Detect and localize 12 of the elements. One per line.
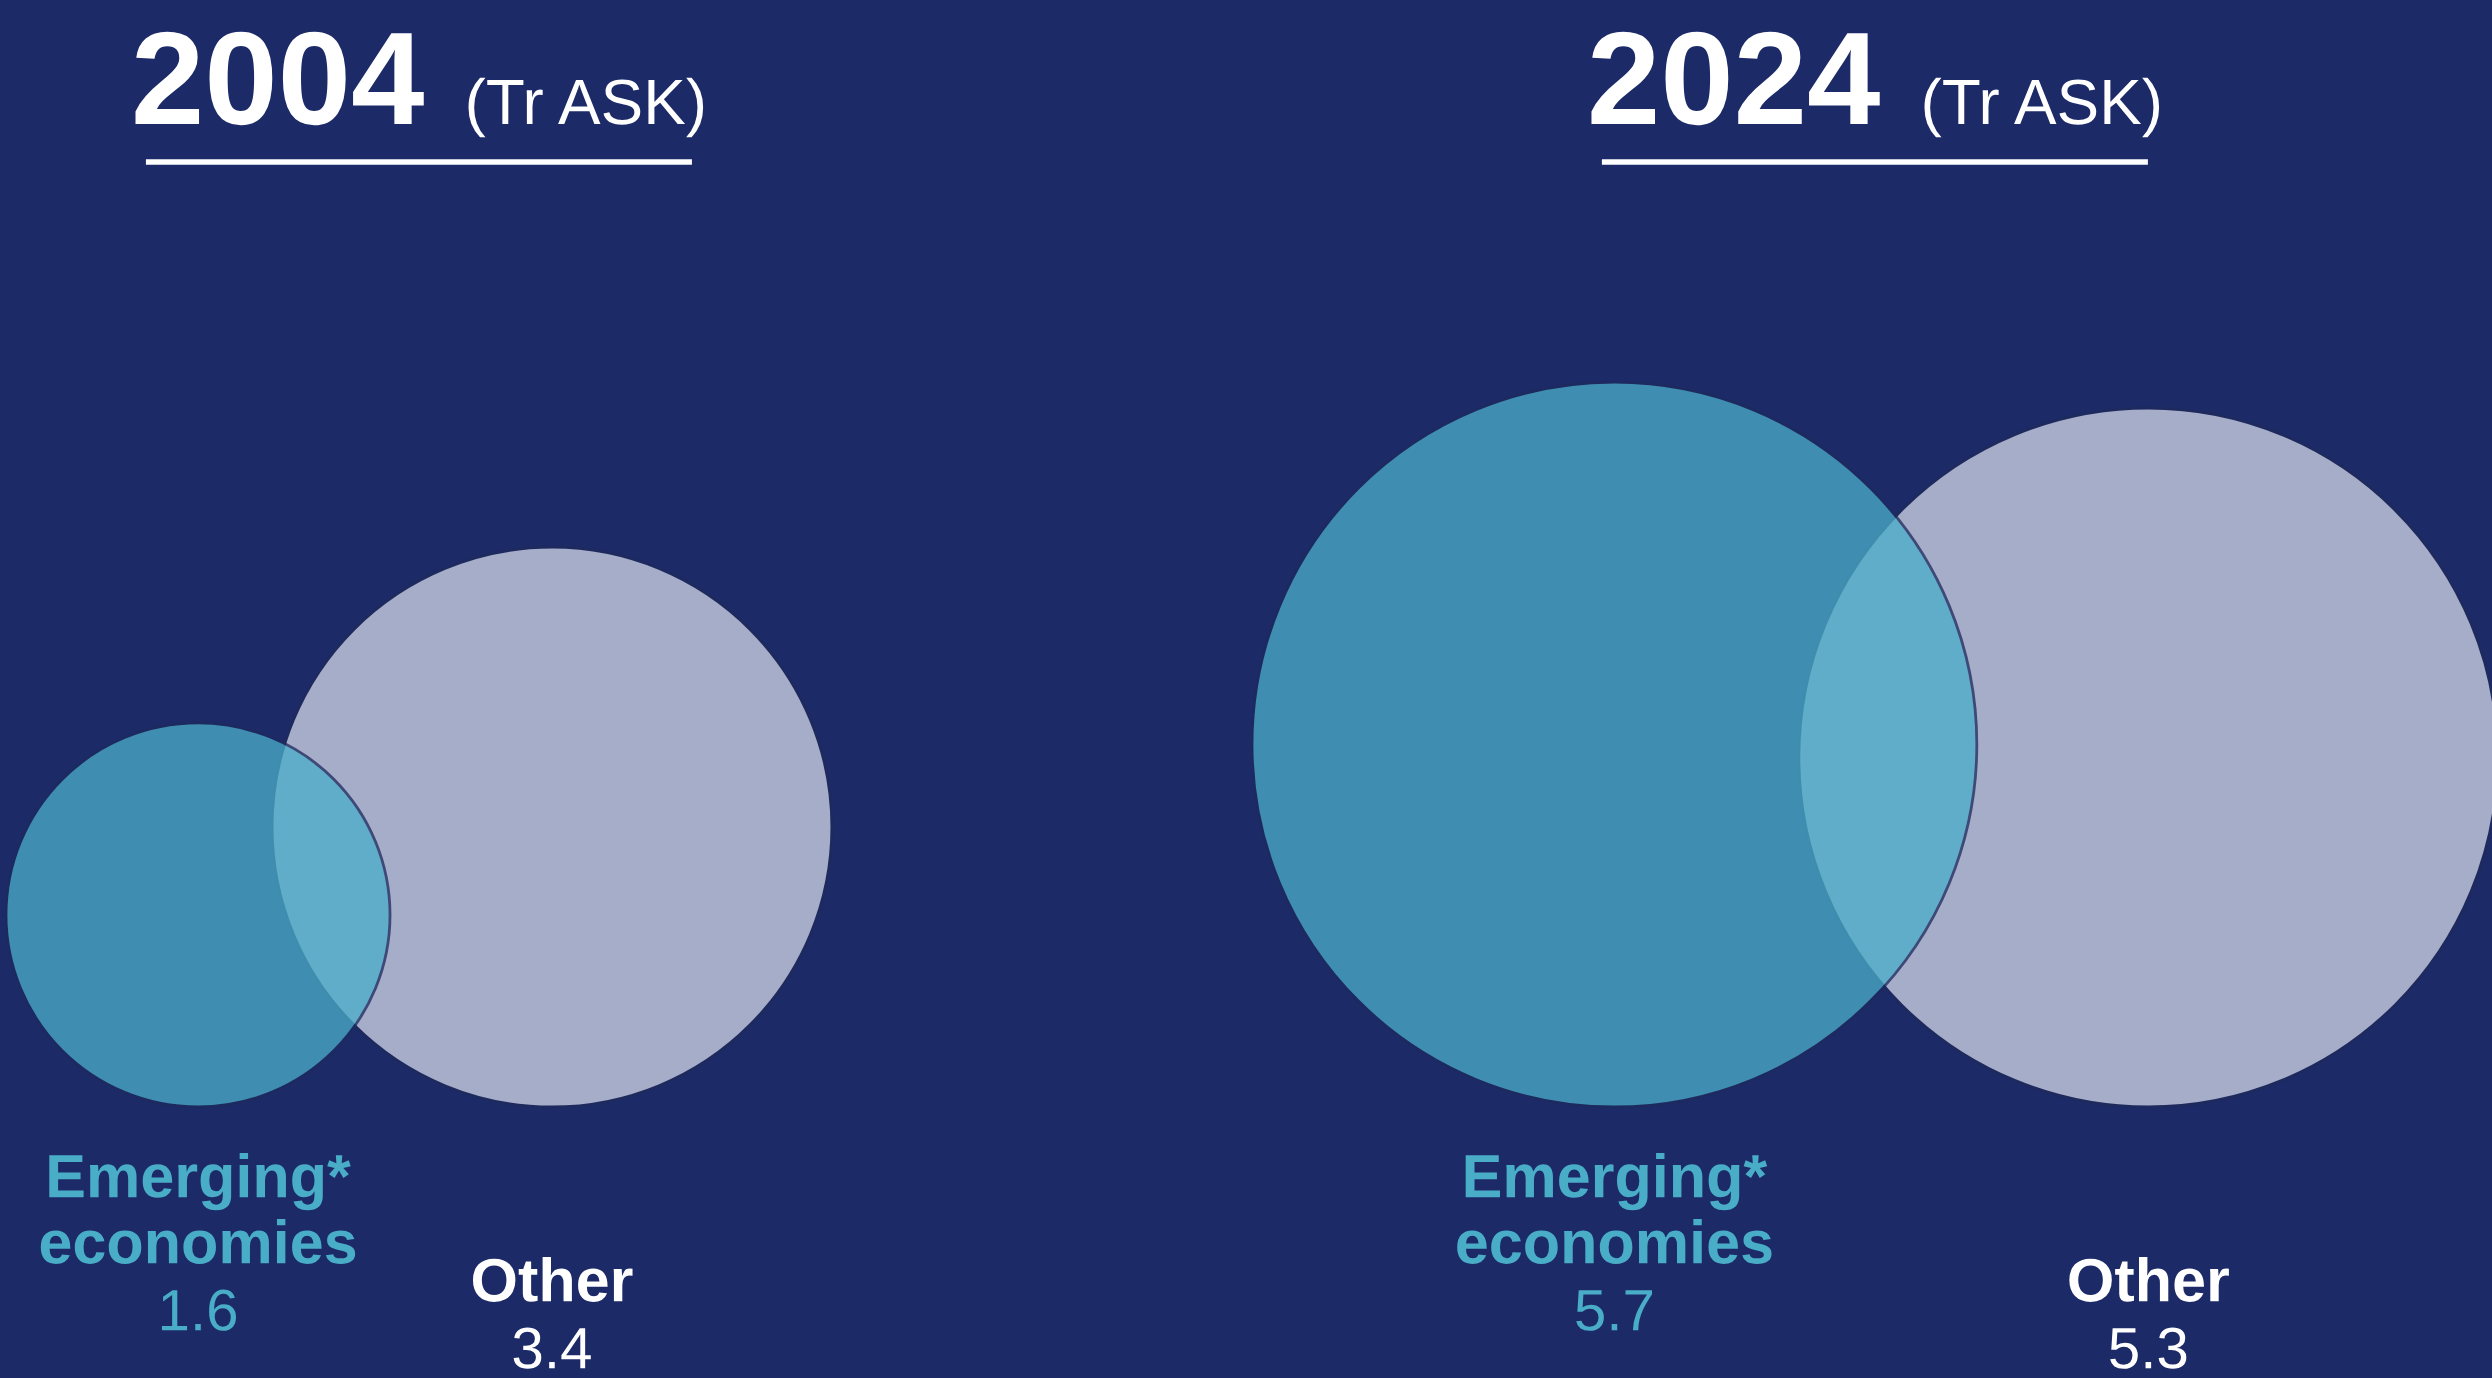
data-label: 1.6 xyxy=(161,1289,236,1331)
data-label: 5.7 xyxy=(1576,1290,1653,1331)
text: (Tr ASK) xyxy=(468,77,704,138)
category-label: Other xyxy=(472,1257,633,1302)
text: 2024 xyxy=(1591,31,1880,126)
text: 2004 xyxy=(135,31,424,126)
data-label: 5.3 xyxy=(2110,1327,2187,1369)
category-label: Emerging* economies xyxy=(40,1152,356,1264)
data-label: 3.4 xyxy=(513,1327,591,1369)
text: (Tr ASK) xyxy=(1924,77,2160,138)
category-label: Other xyxy=(2069,1257,2229,1302)
category-label: Emerging* economies xyxy=(1457,1152,1772,1264)
